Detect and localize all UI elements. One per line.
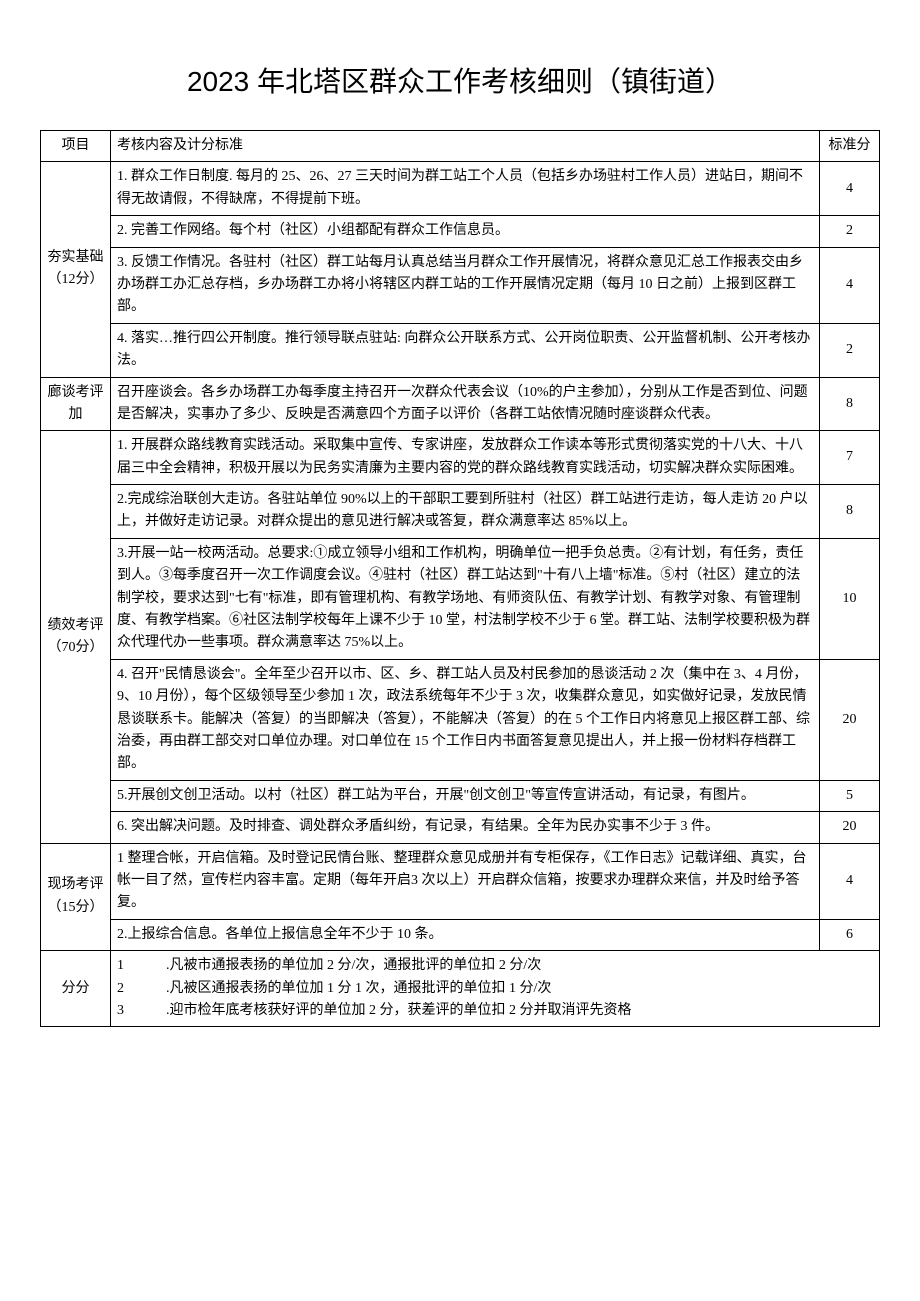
score-cell: 8 [820,377,880,431]
score-cell: 20 [820,659,880,780]
table-row: 2.完成综治联创大走访。各驻站单位 90%以上的干部职工要到所驻村（社区）群工站… [41,485,880,539]
content-cell: 6. 突出解决问题。及时排查、调处群众矛盾纠纷，有记录，有结果。全年为民办实事不… [111,812,820,843]
score-cell: 5 [820,780,880,811]
header-project: 项目 [41,131,111,162]
table-row: 廊谈考评 加 召开座谈会。各乡办场群工办每季度主持召开一次群众代表会议（10%的… [41,377,880,431]
category-label: 现场考评（15分） [41,843,111,951]
table-row: 分分 1 .凡被市通报表扬的单位加 2 分/次，通报批评的单位扣 2 分/次 2… [41,951,880,1027]
header-score: 标准分 [820,131,880,162]
content-cell: 召开座谈会。各乡办场群工办每季度主持召开一次群众代表会议（10%的户主参加），分… [111,377,820,431]
table-row: 现场考评（15分） 1 整理合帐，开启信箱。及时登记民情台账、整理群众意见成册并… [41,843,880,919]
header-content: 考核内容及计分标准 [111,131,820,162]
table-row: 2.上报综合信息。各单位上报信息全年不少于 10 条。 6 [41,919,880,950]
content-cell: 2. 完善工作网络。每个村（社区）小组都配有群众工作信息员。 [111,216,820,247]
content-cell: 4. 召开"民情恳谈会"。全年至少召开以市、区、乡、群工站人员及村民参加的恳谈活… [111,659,820,780]
content-cell: 1. 群众工作日制度. 每月的 25、26、27 三天时间为群工站工个人员（包括… [111,162,820,216]
content-cell: 2.完成综治联创大走访。各驻站单位 90%以上的干部职工要到所驻村（社区）群工站… [111,485,820,539]
assessment-table: 项目 考核内容及计分标准 标准分 夯实基础（12分） 1. 群众工作日制度. 每… [40,130,880,1027]
table-row: 3.开展一站一校两活动。总要求:①成立领导小组和工作机构，明确单位一把手负总责。… [41,538,880,659]
content-cell: 3. 反馈工作情况。各驻村（社区）群工站每月认真总结当月群众工作开展情况，将群众… [111,247,820,323]
content-cell: 1 整理合帐，开启信箱。及时登记民情台账、整理群众意见成册并有专柜保存，《工作日… [111,843,820,919]
score-cell: 20 [820,812,880,843]
category-label: 夯实基础（12分） [41,162,111,377]
score-cell: 2 [820,323,880,377]
score-cell: 8 [820,485,880,539]
content-cell: 3.开展一站一校两活动。总要求:①成立领导小组和工作机构，明确单位一把手负总责。… [111,538,820,659]
table-row: 3. 反馈工作情况。各驻村（社区）群工站每月认真总结当月群众工作开展情况，将群众… [41,247,880,323]
content-cell: 5.开展创文创卫活动。以村（社区）群工站为平台，开展"创文创卫"等宣传宣讲活动，… [111,780,820,811]
table-row: 4. 召开"民情恳谈会"。全年至少召开以市、区、乡、群工站人员及村民参加的恳谈活… [41,659,880,780]
content-cell: 2.上报综合信息。各单位上报信息全年不少于 10 条。 [111,919,820,950]
score-cell: 4 [820,247,880,323]
score-cell: 2 [820,216,880,247]
table-row: 5.开展创文创卫活动。以村（社区）群工站为平台，开展"创文创卫"等宣传宣讲活动，… [41,780,880,811]
score-cell: 6 [820,919,880,950]
content-cell: 4. 落实…推行四公开制度。推行领导联点驻站: 向群众公开联系方式、公开岗位职责… [111,323,820,377]
content-cell: 1 .凡被市通报表扬的单位加 2 分/次，通报批评的单位扣 2 分/次 2 .凡… [111,951,880,1027]
table-row: 6. 突出解决问题。及时排查、调处群众矛盾纠纷，有记录，有结果。全年为民办实事不… [41,812,880,843]
table-row: 绩效考评（70分） 1. 开展群众路线教育实践活动。采取集中宣传、专家讲座，发放… [41,431,880,485]
table-row: 2. 完善工作网络。每个村（社区）小组都配有群众工作信息员。 2 [41,216,880,247]
score-cell: 4 [820,162,880,216]
table-row: 4. 落实…推行四公开制度。推行领导联点驻站: 向群众公开联系方式、公开岗位职责… [41,323,880,377]
score-cell: 10 [820,538,880,659]
category-label: 分分 [41,951,111,1027]
score-cell: 7 [820,431,880,485]
score-cell: 4 [820,843,880,919]
category-label: 廊谈考评 加 [41,377,111,431]
category-label: 绩效考评（70分） [41,431,111,843]
content-cell: 1. 开展群众路线教育实践活动。采取集中宣传、专家讲座，发放群众工作读本等形式贯… [111,431,820,485]
document-title: 2023 年北塔区群众工作考核细则（镇街道） [40,60,880,100]
table-row: 夯实基础（12分） 1. 群众工作日制度. 每月的 25、26、27 三天时间为… [41,162,880,216]
